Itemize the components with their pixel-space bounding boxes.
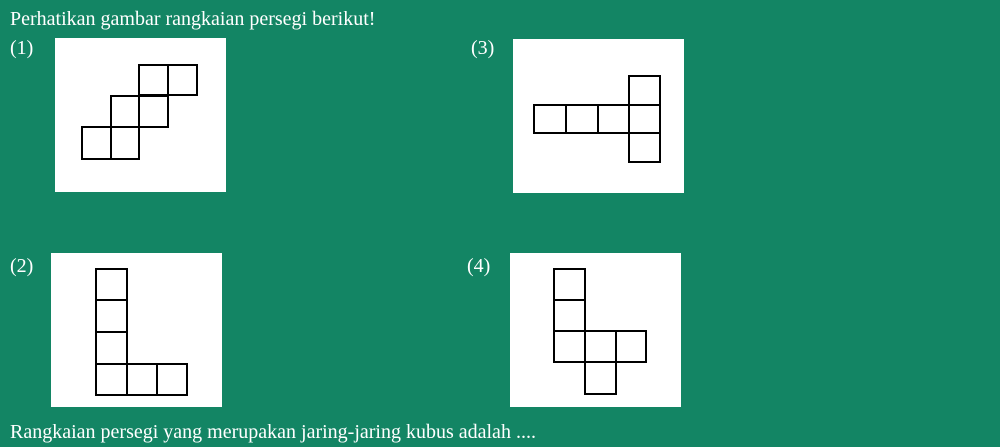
net-square [167, 64, 198, 96]
net-square [533, 104, 567, 134]
figure-panel-4 [510, 253, 681, 407]
figure-label-1: (1) [10, 37, 34, 59]
net-square [110, 95, 140, 128]
square-net-3 [533, 75, 661, 163]
net-square [95, 299, 128, 333]
figure-panel-2 [51, 253, 222, 407]
net-square [138, 95, 169, 128]
square-net-4 [553, 268, 647, 395]
net-square [628, 132, 661, 163]
net-square [565, 104, 599, 134]
figure-label-4: (4) [467, 255, 491, 277]
net-square [584, 330, 617, 363]
figure-label-3: (3) [471, 37, 495, 59]
net-square [156, 363, 188, 396]
figure-panel-1 [55, 38, 226, 192]
net-square [628, 104, 661, 134]
question-prompt: Rangkaian persegi yang merupakan jaring-… [10, 421, 536, 443]
net-square [597, 104, 630, 134]
net-square [95, 268, 128, 301]
square-net-1 [81, 64, 198, 160]
net-square [553, 330, 586, 363]
net-square [110, 126, 140, 160]
net-square [138, 64, 169, 96]
net-square [553, 268, 586, 301]
question-title: Perhatikan gambar rangkaian persegi beri… [10, 8, 376, 30]
net-square [95, 363, 128, 396]
net-square [553, 299, 586, 332]
square-net-2 [95, 268, 188, 396]
net-square [81, 126, 112, 160]
net-square [126, 363, 158, 396]
net-square [615, 330, 647, 363]
figure-label-2: (2) [10, 255, 34, 277]
net-square [628, 75, 661, 106]
figure-panel-3 [513, 39, 684, 193]
net-square [95, 331, 128, 365]
net-square [584, 361, 617, 395]
